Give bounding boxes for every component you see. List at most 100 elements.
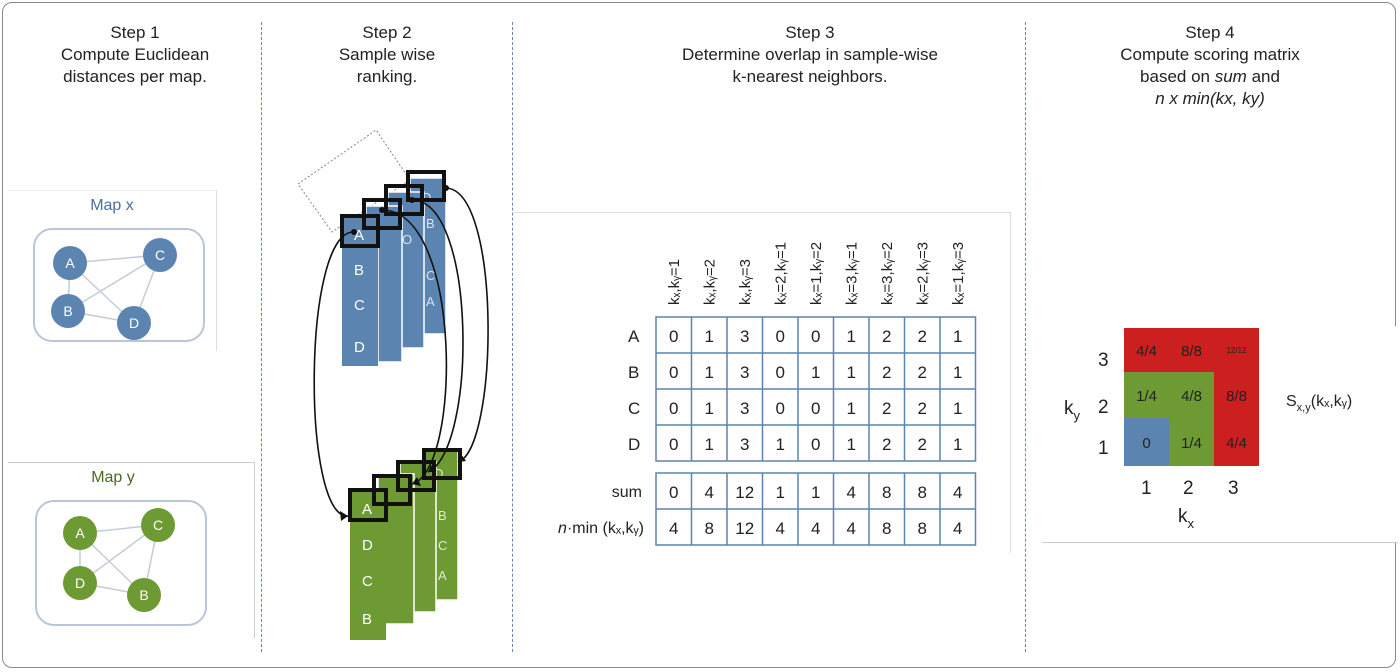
svg-text:D: D xyxy=(129,315,139,331)
matrix-col-label-3: 3 xyxy=(1228,478,1239,499)
map-x-node-B: B xyxy=(51,294,85,328)
table-cell: 0 xyxy=(669,435,678,454)
table-cell: 2 xyxy=(882,363,891,382)
map-x-node-A: A xyxy=(53,246,87,280)
min-cell: 8 xyxy=(918,519,927,538)
col-header: kₓ,kᵧ=2 xyxy=(701,259,718,305)
svg-text:A: A xyxy=(75,525,85,541)
col-header: kₓ=3,kᵧ=2 xyxy=(879,242,896,305)
matrix-cell-value: 0 xyxy=(1142,435,1150,452)
svg-text:B: B xyxy=(139,587,148,603)
row-label: C xyxy=(628,399,640,418)
table-cell: 2 xyxy=(918,327,927,346)
matrix-cell-value: 1/4 xyxy=(1136,388,1157,405)
ranking-diagram: D O B C A A B C D D B C A A xyxy=(297,129,489,640)
step3-line1: Determine overlap in sample-wise xyxy=(681,45,939,64)
sum-label: sum xyxy=(612,484,642,501)
svg-text:D: D xyxy=(75,575,85,591)
map-y-node-A: A xyxy=(63,516,97,550)
step2-line2: ranking. xyxy=(356,67,418,86)
sum-cell: 1 xyxy=(811,483,820,502)
score-label: Sx,y(kₓ,kᵧ) xyxy=(1286,393,1352,414)
map-x-graph: A C B D xyxy=(33,228,205,342)
green-back-letter-2: B xyxy=(438,508,447,523)
matrix-cell xyxy=(1214,328,1259,372)
min-cell: 8 xyxy=(882,519,891,538)
matrix-cell-value: 4/4 xyxy=(1136,343,1157,360)
green-back-letter-4: A xyxy=(438,568,447,583)
table-cell: 1 xyxy=(776,435,785,454)
table-cell: 1 xyxy=(953,435,962,454)
map-y-node-C: C xyxy=(141,508,175,542)
min-cell: 4 xyxy=(847,519,856,538)
matrix-cell-value: 12/12 xyxy=(1226,346,1247,355)
matrix-cell xyxy=(1124,372,1169,418)
table-cell: 1 xyxy=(705,399,714,418)
svg-text:C: C xyxy=(153,517,163,533)
green-rank-1: A xyxy=(362,501,372,518)
step4-header: Step 4 Compute scoring matrix based on s… xyxy=(1060,22,1360,110)
divider-2 xyxy=(512,22,513,652)
matrix-cell-value: 4/4 xyxy=(1226,435,1247,452)
sum-cell: 8 xyxy=(918,483,927,502)
svg-text:A: A xyxy=(65,255,75,271)
table-cell: 3 xyxy=(740,435,749,454)
table-cell: 1 xyxy=(847,399,856,418)
table-cell: 0 xyxy=(669,399,678,418)
table-cell: 1 xyxy=(705,327,714,346)
min-label: n·min (kₓ,kᵧ) xyxy=(558,520,644,537)
scoring-panel: 4/4 8/8 12/12 1/4 4/8 8/8 0 1/4 4/4 3 2 1 1 2 3 … xyxy=(1042,326,1398,543)
step1-line1: Compute Euclidean xyxy=(60,45,210,64)
step3-header: Step 3 Determine overlap in sample-wise … xyxy=(590,22,1030,88)
min-cell: 8 xyxy=(705,519,714,538)
table-cell: 2 xyxy=(918,363,927,382)
col-header: kₓ=3,kᵧ=1 xyxy=(843,242,860,305)
map-x-node-C: C xyxy=(143,238,177,272)
blue-back-letter-4: C xyxy=(426,268,435,283)
matrix-cell xyxy=(1124,328,1169,372)
table-cell: 2 xyxy=(882,399,891,418)
map-y-graph: A C D B xyxy=(35,500,207,626)
matrix-col-label-1: 1 xyxy=(1141,478,1152,499)
blue-back-letter-1: D xyxy=(422,190,431,205)
table-cell: 2 xyxy=(882,327,891,346)
table-cell: 2 xyxy=(918,399,927,418)
step3-label: Step 3 xyxy=(785,23,835,42)
row-label: B xyxy=(628,363,639,382)
row-label: D xyxy=(628,435,640,454)
matrix-cell xyxy=(1169,328,1214,372)
matrix-cell xyxy=(1214,418,1259,466)
sum-cell: 4 xyxy=(847,483,856,502)
matrix-cell-value: 4/8 xyxy=(1181,388,1202,405)
matrix-row-label-3: 3 xyxy=(1098,350,1109,371)
table-cell: 1 xyxy=(811,363,820,382)
table-cell: 0 xyxy=(669,327,678,346)
step3-line2: k-nearest neighbors. xyxy=(732,67,888,86)
svg-text:B: B xyxy=(63,303,72,319)
green-stack: D B C A A D C B xyxy=(348,448,462,640)
min-cell: 4 xyxy=(669,519,678,538)
table-cell: 0 xyxy=(669,363,678,382)
table-cell: 1 xyxy=(847,327,856,346)
table-cell: 1 xyxy=(953,327,962,346)
col-header: kₓ=1,kᵧ=3 xyxy=(950,242,967,305)
step1-label: Step 1 xyxy=(110,23,160,42)
matrix-cell-value: 8/8 xyxy=(1181,343,1202,360)
table-cell: 1 xyxy=(847,435,856,454)
table-cell: 3 xyxy=(740,327,749,346)
step1-line2: distances per map. xyxy=(63,67,207,86)
link-arrows xyxy=(313,187,489,517)
min-cell: 4 xyxy=(811,519,820,538)
min-cell: 4 xyxy=(776,519,785,538)
scoring-matrix: 4/4 8/8 12/121/4 4/8 8/80 1/4 4/4 3 2 1 1 2 3 … xyxy=(1064,328,1352,531)
table-cell: 1 xyxy=(705,363,714,382)
blue-stack: D O B C A A B C D xyxy=(340,170,447,367)
blue-back-letter-3: B xyxy=(426,216,435,231)
map-x-node-D: D xyxy=(117,306,151,340)
sum-cell: 8 xyxy=(882,483,891,502)
matrix-cell xyxy=(1169,372,1214,418)
map-y-node-B: B xyxy=(127,578,161,612)
rotated-outline xyxy=(297,129,411,233)
table-cell: 0 xyxy=(811,399,820,418)
step2-header: Step 2 Sample wise ranking. xyxy=(262,22,512,88)
